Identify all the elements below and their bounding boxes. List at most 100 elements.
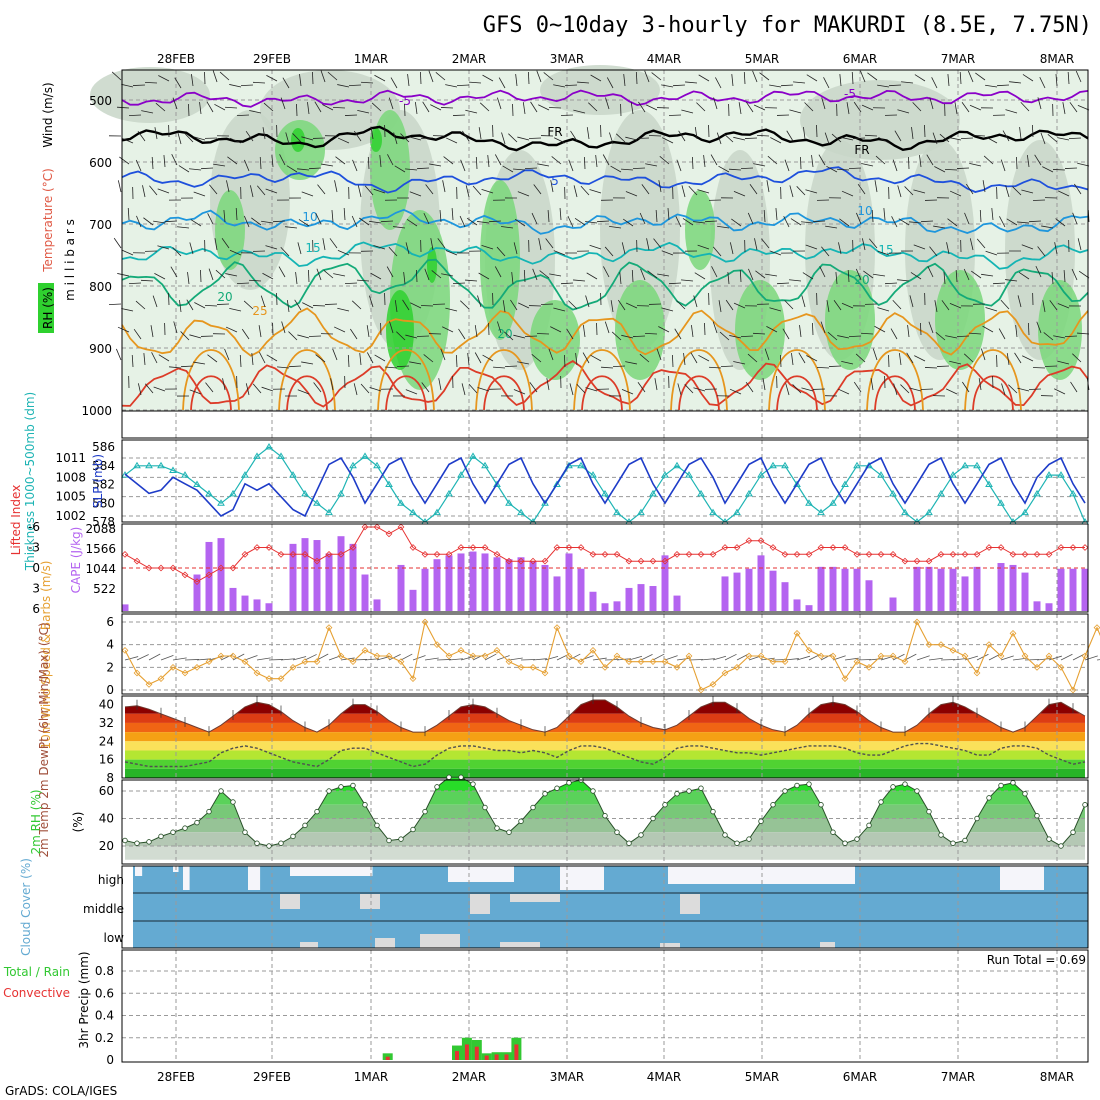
wind-barb [723,133,734,143]
cape-bar-50 [721,576,729,611]
wind-barb [786,130,794,142]
thickness-point-31 [493,480,501,487]
wind-barb [369,386,382,392]
wind-barb [1008,384,1018,394]
cape-bar-56 [793,599,801,611]
wind-barb [606,77,614,89]
wind-barb [612,365,626,368]
wind-barb [1032,124,1034,138]
wind-barb [789,279,802,282]
rh-point-39 [590,788,596,794]
rh-band-1 [125,791,1085,805]
contour-label-5: 10 [302,210,317,224]
wind-barb [963,268,970,281]
rh-point-29 [470,781,476,787]
wind-barb [697,189,710,194]
wind-barb [1072,353,1082,363]
wind-barb [323,269,334,279]
wind10-barb-42 [628,655,643,661]
wind-barb [545,238,554,249]
wind-barb [878,137,890,144]
wind-barb [517,302,530,309]
temp-band-3 [125,732,1085,742]
cloud-middle-clear-0 [280,894,300,909]
wind-barb [393,226,406,229]
wind-barb [632,167,646,170]
wind-barb [409,191,422,197]
wind-barb [241,328,250,340]
wind-barb [344,114,358,116]
wind-barb [1077,332,1090,335]
cape-bar-17 [325,553,333,611]
wind-barb [566,328,574,340]
cloud-low-clear-5 [820,942,835,948]
thickness-point-44 [649,489,657,497]
wind-barb [428,70,434,83]
wind-barb [747,212,754,225]
wind-barb [982,325,994,333]
wind-barb [538,104,550,111]
cape-label: CAPE (J/kg) [69,527,83,594]
wind-barb [548,348,554,361]
wind10-barb-15 [304,654,317,661]
wind-barb [941,300,950,311]
lifted-point-25 [421,550,429,558]
lifted-point-19 [349,544,357,551]
wind-barb [465,279,478,282]
thickness-point-51 [733,508,741,516]
legend-wind: Wind (m/s) [41,82,55,147]
wind-barb [826,300,830,313]
wind-barb [477,295,482,308]
bottom-date-label-4MAR: 4MAR [647,1070,682,1084]
wind-barb [604,246,614,257]
lifted-point-5 [181,571,189,579]
lifted-point-41 [613,550,621,558]
wind10-point-70 [961,652,969,660]
wind-barb [143,217,154,226]
wind-barb [910,272,922,280]
wind10-point-23 [397,658,405,666]
wind-barb [716,132,722,145]
wind-barb [888,84,902,87]
wind-barb [475,156,478,170]
contour-20 [121,258,1089,311]
lifted-point-36 [553,544,561,551]
thickness-point-40 [601,489,609,497]
wind-barb [755,270,766,279]
wind10-point-34 [529,663,537,671]
thickness-point-71 [973,461,981,469]
cape-bar-64 [889,597,897,611]
thickness-point-47 [685,471,693,478]
wind-barb [117,273,130,277]
thickness-point-24 [409,508,417,516]
slp-tick-1008: 1008 [55,470,86,484]
wind-barb [759,72,770,81]
top-date-label-2MAR: 2MAR [452,52,487,66]
wind10-tick-0: 0 [106,683,114,697]
contour-label-6: 10 [857,204,872,218]
wind10-point-48 [697,686,705,694]
top-date-label-4MAR: 4MAR [647,52,682,66]
wind-barb [317,184,326,195]
wind-barb [459,215,466,228]
lifted-point-70 [961,550,969,558]
wind-barb [1017,387,1030,392]
wind-barb [371,102,382,112]
wind-barb [225,326,238,333]
wind-barb [932,132,938,145]
wind-barb [611,331,622,341]
wind-barb [956,167,970,169]
wind-barb [374,74,386,82]
wind-barb [229,307,242,312]
wind-barb [1041,225,1054,229]
wind-barb [825,225,838,229]
wind-barb [688,185,698,196]
wind10-point-0 [121,646,129,654]
wind10-point-63 [877,652,885,660]
wind-barb [496,246,506,257]
wind-barb [765,273,778,277]
wind-barb [685,81,698,84]
rh-shading-24 [386,290,414,370]
wind10-tick-2: 2 [106,660,114,674]
temp-frame [121,695,1089,779]
